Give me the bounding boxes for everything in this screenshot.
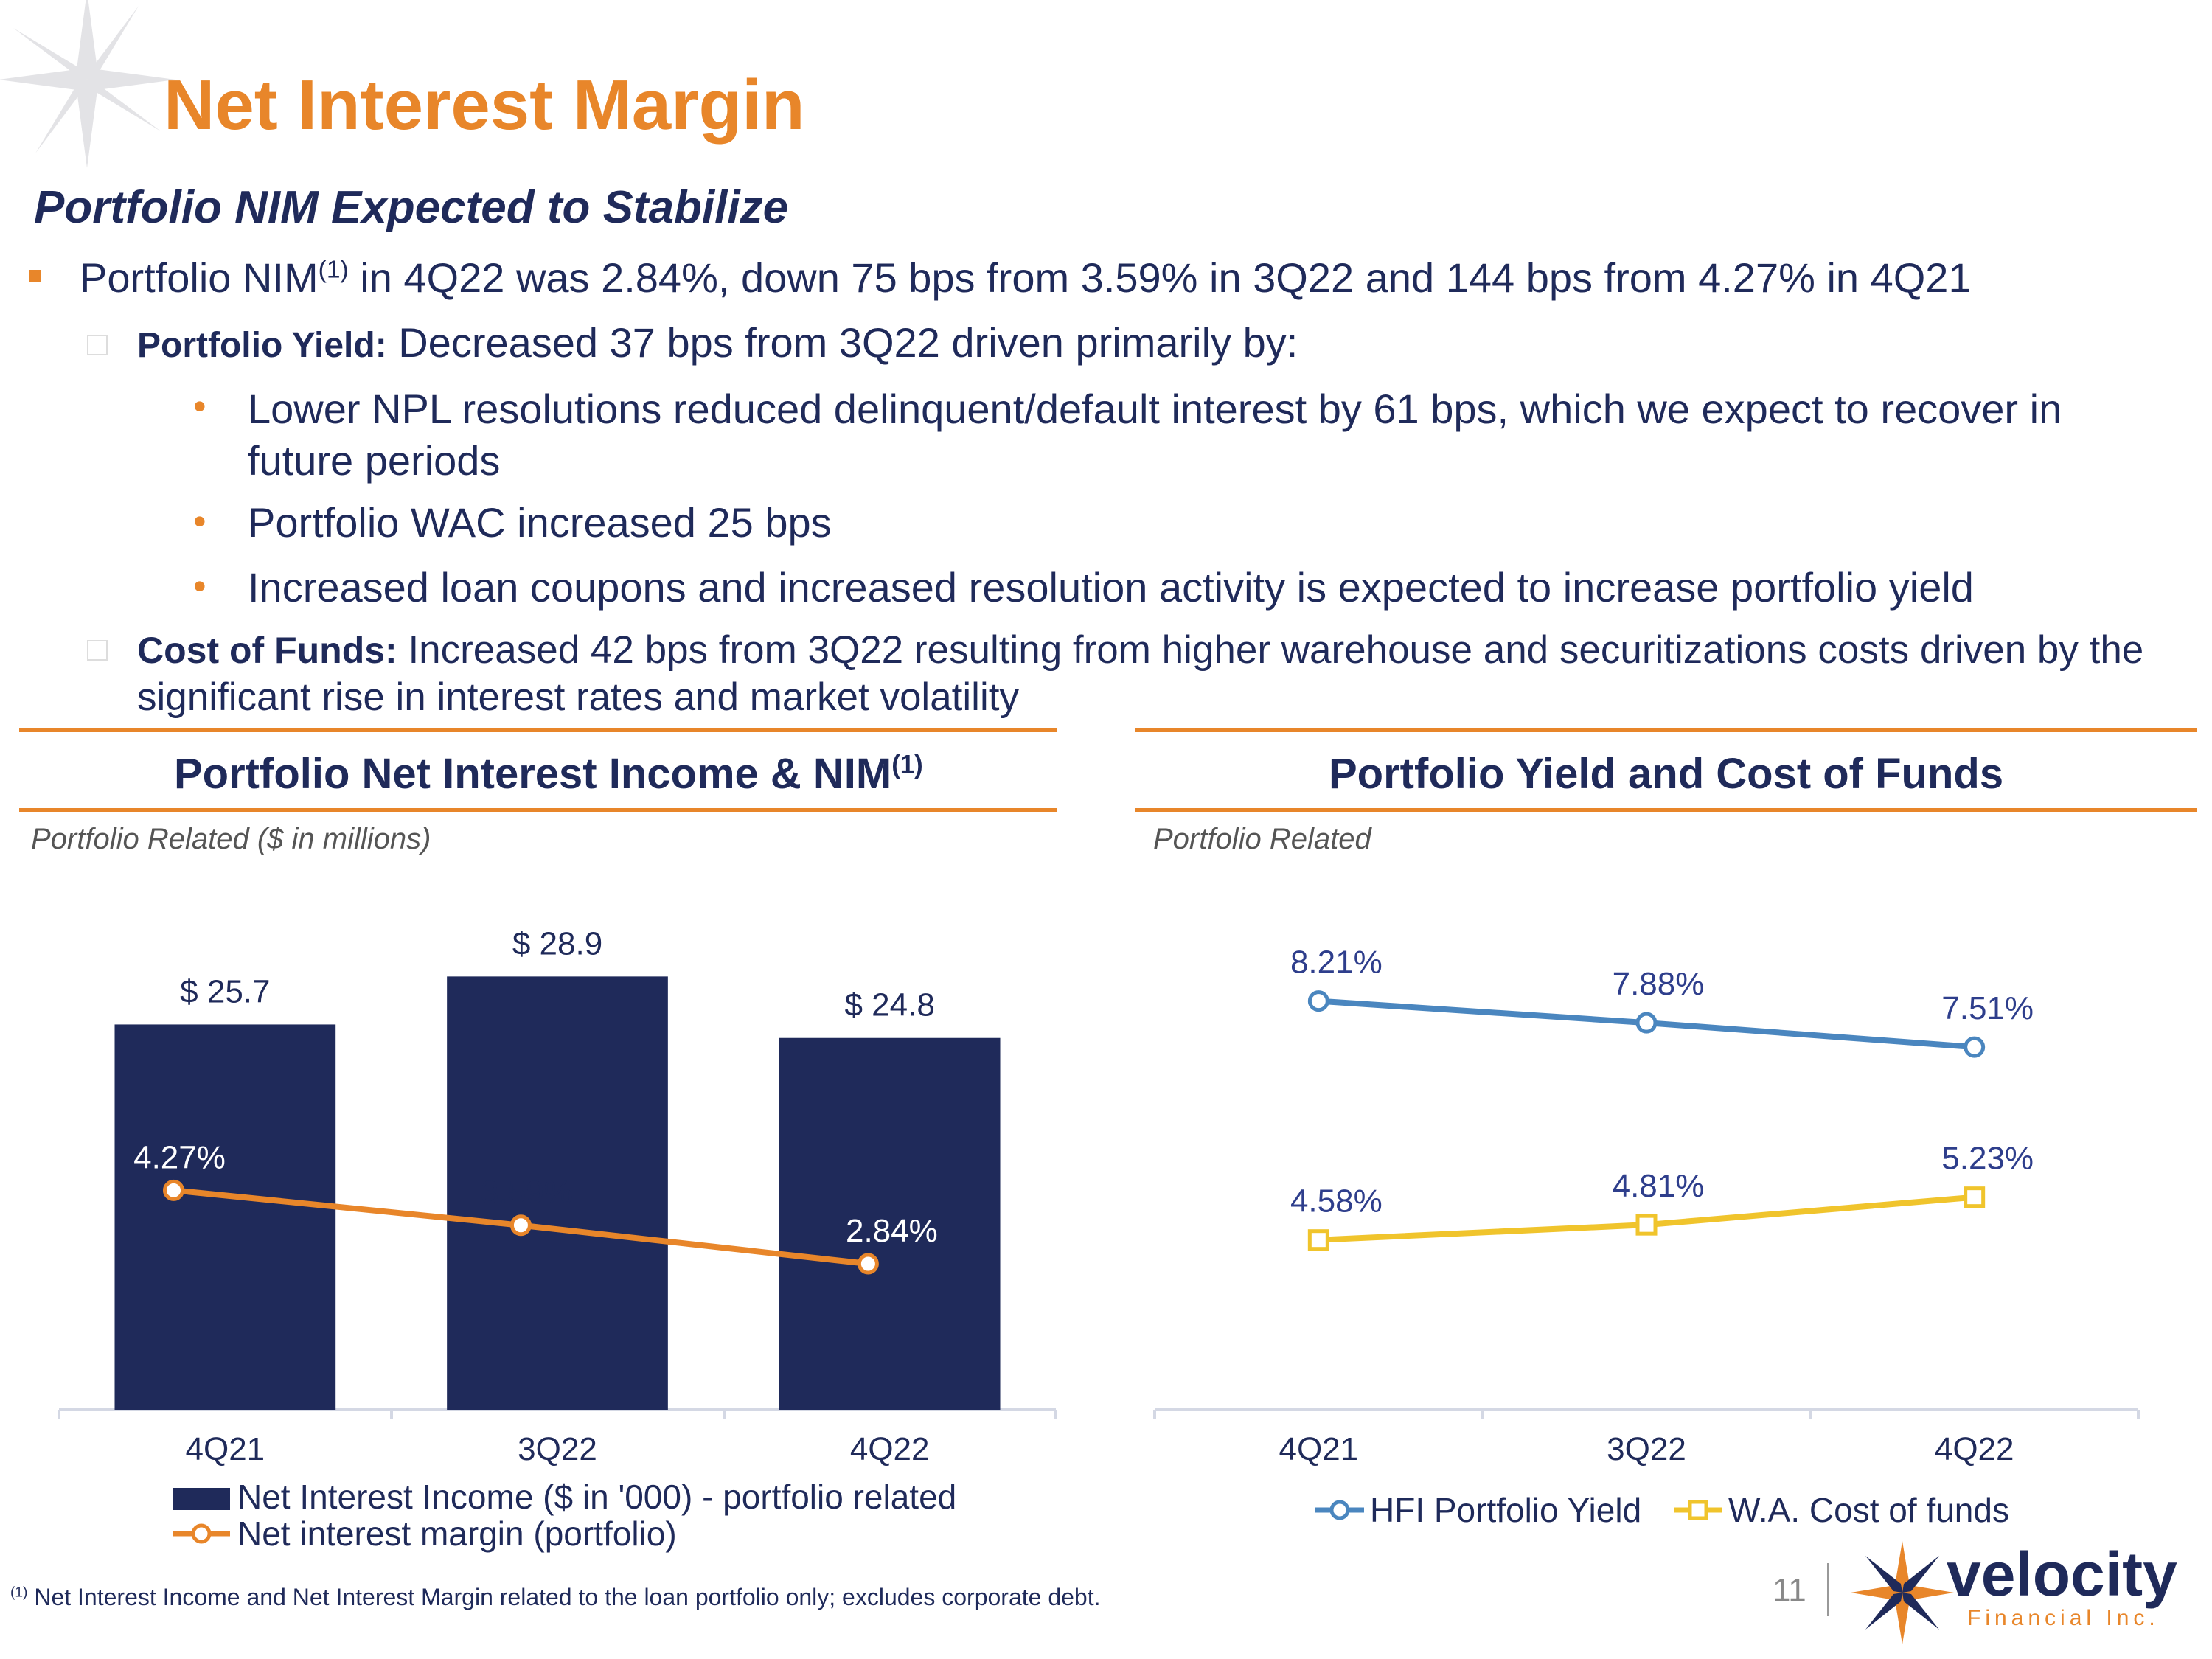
footnote-text: Net Interest Income and Net Interest Mar… — [27, 1584, 1101, 1610]
logo-star-icon — [1851, 1541, 1954, 1644]
bullet-portfolio-yield: Portfolio Yield: Decreased 37 bps from 3… — [137, 319, 1298, 366]
yield-point — [1964, 1036, 1986, 1058]
bar-nii — [114, 1024, 336, 1410]
logo-subtext: Financial Inc. — [1967, 1606, 2160, 1630]
bullet-cost-of-funds: Cost of Funds: Increased 42 bps from 3Q2… — [137, 627, 2157, 721]
page-divider — [1827, 1563, 1829, 1616]
page-title: Net Interest Margin — [164, 66, 805, 145]
legend-label-cost: W.A. Cost of funds — [1728, 1491, 2009, 1529]
bar-nii — [447, 976, 668, 1410]
bar-value-label: $ 28.9 — [512, 925, 602, 961]
checkbox-bullet-icon — [87, 335, 108, 355]
yield-point — [1635, 1012, 1658, 1034]
portfolio-yield-label: Portfolio Yield: — [137, 326, 387, 365]
left-panel-title-sup: (1) — [891, 750, 923, 779]
page-subtitle: Portfolio NIM Expected to Stabilize — [34, 182, 789, 233]
nim-point — [857, 1253, 879, 1275]
x-tick-label: 4Q22 — [850, 1431, 930, 1467]
bullet-npl-resolutions: Lower NPL resolutions reduced delinquent… — [248, 386, 2062, 484]
dot-bullet-icon: • — [193, 386, 206, 427]
bullet-loan-coupons: Increased loan coupons and increased res… — [248, 564, 1974, 611]
legend-label-nii: Net Interest Income ($ in '000) - portfo… — [237, 1478, 956, 1516]
square-bullet-icon — [29, 270, 41, 282]
nim-point — [162, 1179, 184, 1201]
x-tick-label: 3Q22 — [518, 1431, 597, 1467]
nii-nim-chart: $ 25.7 4Q21 $ 28.9 3Q22 $ 24.8 4Q22 4.27% 3.59%… — [58, 925, 1057, 1553]
left-panel-subtitle: Portfolio Related ($ in millions) — [31, 823, 431, 855]
nim-value-label: 2.84% — [846, 1213, 938, 1249]
dot-bullet-icon: • — [193, 501, 206, 542]
nim-summary-post: in 4Q22 was 2.84%, down 75 bps from 3.59… — [348, 254, 1972, 301]
yield-value-label: 7.51% — [1941, 990, 2034, 1026]
dot-bullet-icon: • — [193, 566, 206, 607]
cost-point — [1307, 1229, 1329, 1251]
cost-value-label: 4.58% — [1290, 1183, 1382, 1220]
x-tick-label: 4Q22 — [1935, 1431, 2014, 1467]
bullet-portfolio-wac: Portfolio WAC increased 25 bps — [248, 499, 832, 546]
logo-wordmark: velocity — [1947, 1540, 2177, 1609]
cost-point — [1635, 1214, 1658, 1236]
yield-value-label: 7.88% — [1613, 966, 1705, 1002]
nim-point — [509, 1214, 532, 1237]
footnote: (1) Net Interest Income and Net Interest… — [10, 1584, 1100, 1611]
cost-value-label: 4.81% — [1613, 1168, 1705, 1204]
legend-marker-cost — [1688, 1500, 1708, 1520]
panel-rule-top-left — [19, 728, 1057, 732]
legend-marker-nim — [191, 1523, 212, 1544]
x-tick-label: 4Q21 — [1279, 1431, 1359, 1467]
nim-summary-pre: Portfolio NIM — [80, 254, 319, 301]
x-tick-label: 4Q21 — [186, 1431, 265, 1467]
bar-value-label: $ 24.8 — [844, 987, 934, 1023]
panel-rule-bottom-right — [1135, 808, 2197, 812]
panel-rule-bottom-left — [19, 808, 1057, 812]
legend-swatch-nii — [173, 1488, 230, 1510]
starburst-decoration — [0, 0, 175, 168]
nim-value-label: 4.27% — [133, 1139, 226, 1175]
checkbox-bullet-icon — [87, 640, 108, 661]
cost-value-label: 5.23% — [1941, 1141, 2034, 1177]
yield-value-label: 8.21% — [1290, 945, 1382, 981]
footnote-sup: (1) — [10, 1585, 28, 1601]
bar-value-label: $ 25.7 — [180, 973, 270, 1009]
yield-cost-chart: 4Q21 3Q22 4Q22 8.21% 7.88% 7.51% 4.58% 4.81% 5.2… — [1153, 945, 2140, 1529]
nim-summary-sup: (1) — [318, 256, 349, 284]
legend-marker-yield — [1329, 1500, 1350, 1520]
yield-point — [1307, 990, 1329, 1012]
x-tick-label: 3Q22 — [1607, 1431, 1686, 1467]
panel-rule-top-right — [1135, 728, 2197, 732]
legend-label-nim: Net interest margin (portfolio) — [237, 1514, 677, 1553]
page-number: 11 — [1773, 1572, 1806, 1608]
legend-label-yield: HFI Portfolio Yield — [1370, 1491, 1641, 1529]
right-panel-subtitle: Portfolio Related — [1153, 823, 1371, 855]
right-panel-title: Portfolio Yield and Cost of Funds — [1329, 750, 2004, 798]
left-panel-title-text: Portfolio Net Interest Income & NIM — [174, 750, 892, 798]
cost-point — [1964, 1186, 1986, 1208]
nim-value-label: 3.59% — [481, 1175, 573, 1211]
cost-of-funds-label: Cost of Funds: — [137, 630, 397, 671]
left-panel-title: Portfolio Net Interest Income & NIM(1) — [174, 749, 923, 799]
bar-nii — [779, 1037, 1001, 1410]
velocity-logo: velocity Financial Inc. — [1851, 1540, 2177, 1644]
portfolio-yield-text: Decreased 37 bps from 3Q22 driven primar… — [386, 319, 1298, 366]
cost-of-funds-text: Increased 42 bps from 3Q22 resulting fro… — [137, 628, 2144, 719]
bullet-nim-summary: Portfolio NIM(1) in 4Q22 was 2.84%, down… — [80, 254, 1972, 302]
